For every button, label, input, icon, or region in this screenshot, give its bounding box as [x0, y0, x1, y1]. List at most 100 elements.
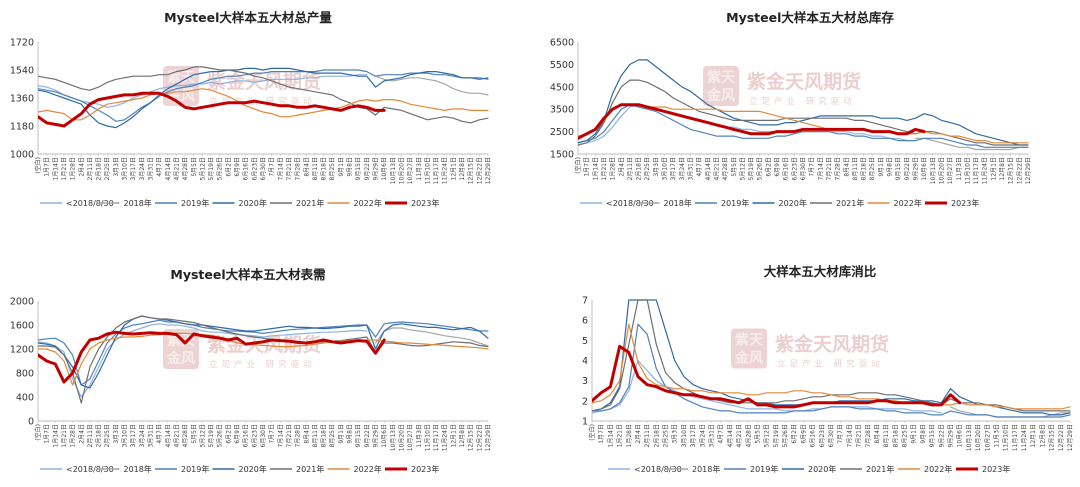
legend-label: <2018/8/30	[66, 199, 114, 208]
x-tick-label: 7月14日	[277, 424, 284, 447]
x-tick-label: 3月3日	[653, 157, 660, 177]
x-tick-label: 5月5日	[731, 157, 738, 177]
x-tick-label: 7月7日	[809, 157, 816, 177]
x-tick-label: 9月22日	[904, 157, 911, 180]
series-line-2021年	[38, 315, 489, 404]
x-tick-label: 5月26日	[217, 157, 224, 180]
legend-label: 2018年	[124, 198, 152, 208]
plot-series-group	[38, 315, 489, 404]
x-tick-label: 12月29日	[1025, 157, 1032, 184]
x-tick-label: 7月21日	[286, 424, 293, 447]
y-tick-label: 1180	[10, 122, 34, 133]
x-tick-label: 6月16日	[243, 157, 250, 180]
watermark-logo-text-1: 紫天	[167, 69, 196, 86]
x-tick-label: 9月1日	[338, 157, 345, 177]
x-tick-label: 6月2日	[225, 157, 232, 177]
x-tick-label: 9月1日	[878, 157, 885, 177]
plot-series-group	[38, 66, 489, 129]
x-tick-label: 11月10日	[1003, 424, 1010, 451]
watermark-name: 紫金天风期货	[775, 333, 889, 356]
series-line-2022年	[38, 88, 489, 121]
legend-label: 2022年	[354, 464, 382, 474]
x-tick-label: 1月7日	[44, 157, 51, 177]
series-line-2020年	[578, 59, 1029, 146]
x-tick-label: 8月25日	[902, 424, 909, 447]
x-tick-label: 9月22日	[364, 157, 371, 180]
chart-panel-stock-consumption-ratio: 紫天 金风 紫金天风期货 立足产业 研究驱动 大样本五大材库消比 1 2 3 4 5 6 7 (空白) 1…	[540, 244, 1080, 487]
x-tick-label: 4月7日	[696, 157, 703, 177]
x-tick-label: 3月17日	[130, 424, 137, 447]
y-tick-label: 5500	[550, 60, 574, 71]
x-tick-label: 5月19日	[208, 157, 215, 180]
legend-label: 2023年	[411, 464, 439, 474]
x-tick-label: 9月29日	[373, 424, 380, 447]
x-tick-label: 6月9日	[800, 424, 807, 444]
x-tick-label: 11月17日	[433, 157, 440, 184]
x-tick-label: 12月29日	[1067, 424, 1074, 451]
x-tick-label: 4月7日	[156, 157, 163, 177]
x-tick-label: 10月6日	[921, 157, 928, 180]
x-tick-label: 10月27日	[407, 424, 414, 451]
x-tick-label: 12月1日	[450, 424, 457, 447]
legend-label: 2019年	[181, 198, 209, 208]
x-tick-label: 5月12日	[739, 157, 746, 180]
y-tick-label: 3	[582, 376, 588, 387]
series-line-2019年	[38, 69, 489, 122]
x-tick-label: 11月24日	[1021, 424, 1028, 451]
x-tick-label: 4月21日	[713, 157, 720, 180]
x-tick-label: 5月12日	[764, 424, 771, 447]
chart-title: Mysteel大样本五大材总库存	[726, 10, 894, 25]
series-line-2023年	[578, 103, 926, 140]
x-tick-label: 2月4日	[78, 157, 85, 177]
x-tick-label: 9月29日	[373, 157, 380, 180]
y-tick-label: 1720	[10, 38, 34, 49]
x-tick-label: 1月28日	[70, 424, 77, 447]
legend-label: 2018年	[664, 198, 692, 208]
x-tick-label: 3月3日	[672, 424, 679, 444]
chart-title: Mysteel大样本五大材表需	[170, 267, 325, 282]
series-line-2018年	[914, 137, 1029, 151]
x-tick-label: 2月18日	[636, 157, 643, 180]
x-tick-label: 11月10日	[424, 424, 431, 451]
legend-label: 2021年	[296, 198, 324, 208]
x-tick-label: 9月1日	[338, 424, 345, 444]
x-tick-label: 3月31日	[688, 157, 695, 180]
x-tick-label: 7月14日	[817, 157, 824, 180]
x-tick-label: 5月12日	[199, 424, 206, 447]
y-tick-label: 1	[582, 417, 588, 428]
x-tick-label: 2月25日	[644, 157, 651, 180]
x-tick-label: 11月24日	[982, 157, 989, 184]
y-tick-label: 7	[582, 296, 588, 307]
x-tick-label: 4月28日	[745, 424, 752, 447]
y-tick-label: 800	[16, 369, 34, 380]
series-line-2020年	[592, 299, 1071, 416]
legend-label: <2018/8/30	[606, 199, 654, 208]
x-tick-label: 4月7日	[156, 424, 163, 444]
x-tick-label: 9月8日	[347, 157, 354, 177]
legend-label: 2019年	[721, 198, 749, 208]
x-tick-label: 5月26日	[757, 157, 764, 180]
x-tick-label: 11月3日	[416, 424, 423, 447]
legend-label: 2021年	[866, 464, 894, 474]
x-tick-label: 7月28日	[295, 157, 302, 180]
x-tick-label: 8月18日	[321, 424, 328, 447]
x-tick-label: 9月15日	[895, 157, 902, 180]
x-tick-label: 6月16日	[810, 424, 817, 447]
x-tick-label: 9月8日	[887, 157, 894, 177]
x-tick-label: 11月24日	[442, 424, 449, 451]
x-tick-label: 5月12日	[199, 157, 206, 180]
legend-label: 2018年	[692, 464, 720, 474]
x-tick-label: 9月15日	[929, 424, 936, 447]
x-tick-label: 8月11日	[312, 157, 319, 180]
x-tick-label: 9月8日	[920, 424, 927, 444]
y-tick-label: 6500	[550, 38, 574, 49]
x-tick-label: 12月15日	[1049, 424, 1056, 451]
x-tick-label: 6月9日	[774, 157, 781, 177]
x-tick-label: 7月7日	[837, 424, 844, 444]
x-tick-label: 1月14日	[607, 424, 614, 447]
x-tick-label: 4月14日	[705, 157, 712, 180]
x-tick-label: (空白)	[34, 424, 42, 441]
